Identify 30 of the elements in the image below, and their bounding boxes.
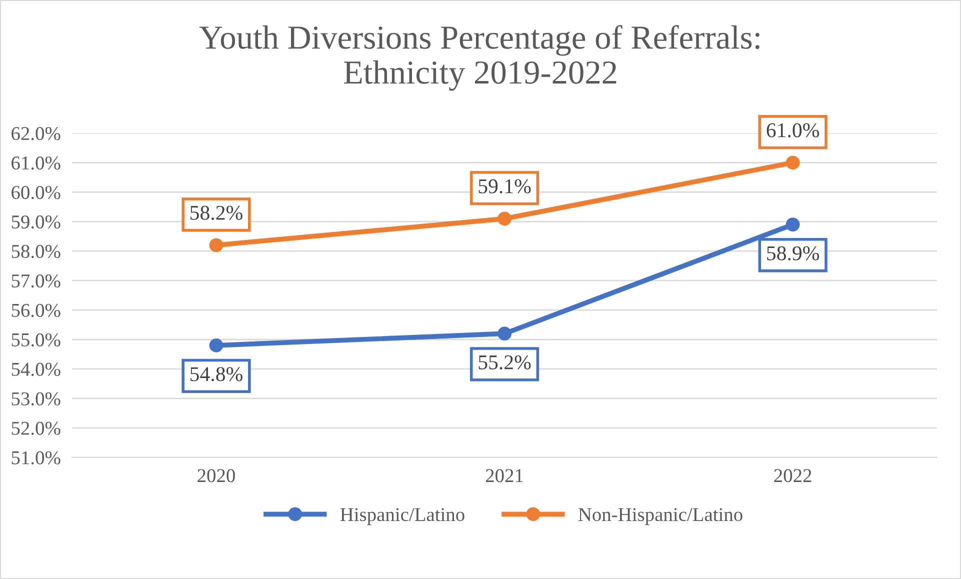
y-tick-label: 54.0%	[12, 362, 60, 376]
y-tick-label: 52.0%	[12, 422, 60, 435]
y-tick-label: 53.0%	[12, 392, 60, 406]
chart-title: Youth Diversions Percentage of Referrals: Ethnicity 2019-2022	[199, 25, 760, 91]
y-tick-label: 60.0%	[12, 186, 60, 200]
data-label: 59.1%	[478, 179, 531, 194]
x-tick-label: 2022	[774, 469, 812, 482]
y-tick-label: 61.0%	[12, 156, 60, 170]
x-tick-label: 2020	[198, 469, 235, 482]
legend-label: Hispanic/Latino	[340, 508, 464, 526]
data-label: 54.8%	[190, 367, 242, 382]
point	[498, 326, 512, 341]
y-tick-label: 58.0%	[12, 244, 60, 258]
legend-label: Non-Hispanic/Latino	[578, 508, 742, 526]
y-tick-label: 56.0%	[12, 304, 60, 318]
data-label: 61.0%	[766, 123, 820, 138]
point	[209, 338, 224, 352]
y-tick-label: 59.0%	[12, 215, 60, 229]
y-tick-label: 51.0%	[12, 451, 60, 464]
data-label: 58.2%	[190, 206, 242, 220]
data-label: 55.2%	[478, 355, 531, 370]
y-tick-label: 62.0%	[12, 126, 60, 140]
point	[786, 218, 800, 232]
point	[498, 212, 512, 226]
x-tick-label: 2021	[486, 469, 523, 482]
y-tick-label: 55.0%	[12, 333, 60, 347]
point	[209, 238, 224, 252]
data-label: 58.9%	[767, 246, 820, 260]
point	[786, 156, 800, 170]
y-tick-label: 57.0%	[12, 274, 60, 288]
